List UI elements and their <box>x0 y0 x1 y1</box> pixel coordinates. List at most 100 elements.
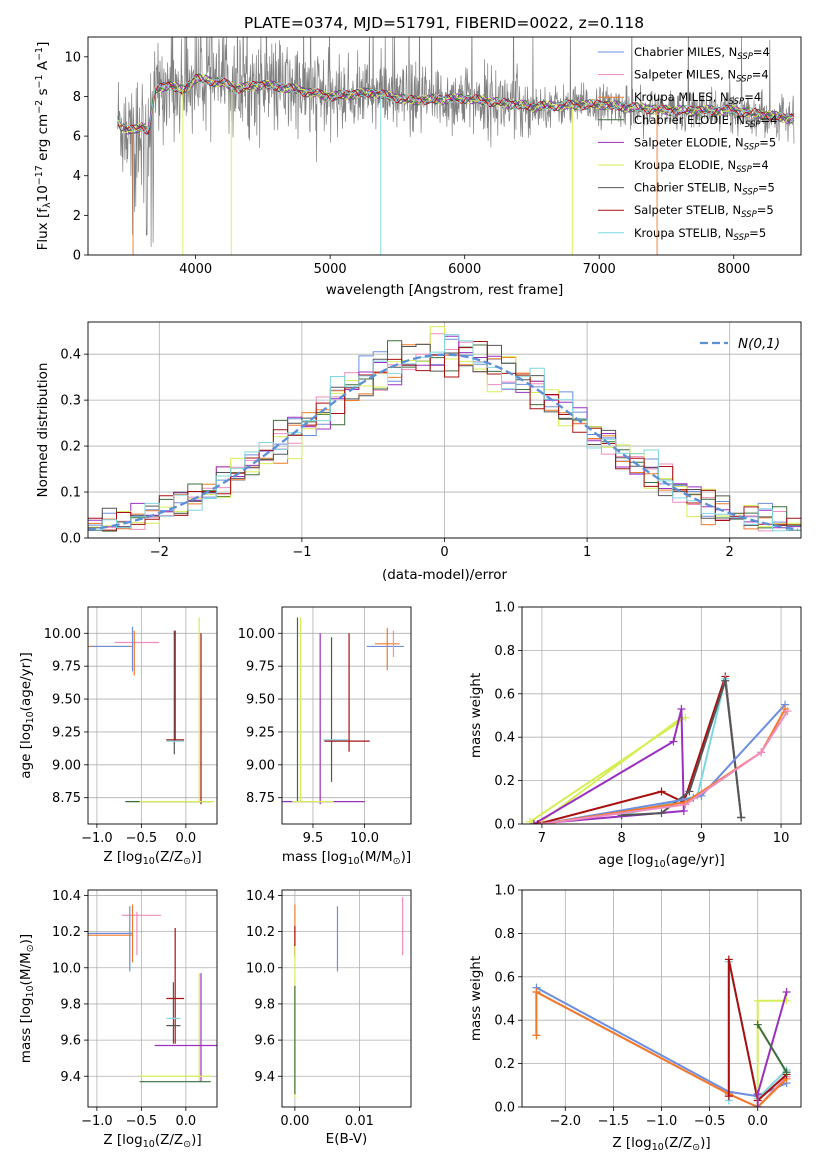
y-tick-label: 8.75 <box>246 791 275 806</box>
mass-weight-marker <box>783 707 792 716</box>
legend-nssp-value: 4 <box>754 90 761 104</box>
x-axis-label-part: )] <box>401 849 412 865</box>
legend-entry: Chabrier ELODIE, NSSP=4 <box>634 113 777 130</box>
mass-weight-marker <box>753 1020 762 1029</box>
x-tick-label: 8 <box>618 831 626 846</box>
x-axis-label-part: )] <box>191 1132 202 1148</box>
y-tick-label: 9.4 <box>60 1070 81 1085</box>
y-axis-label-part: −1 <box>34 47 45 61</box>
y-tick-label: 10.2 <box>246 925 275 940</box>
legend-sep: , <box>720 158 727 172</box>
y-tick-label: 0.0 <box>60 532 81 547</box>
y-axis-label-part: λ <box>42 202 53 208</box>
x-tick-label: 0.00 <box>280 1114 309 1129</box>
legend-entry: Kroupa MILES, NSSP=4 <box>634 90 761 107</box>
y-tick-label: 6 <box>73 130 81 145</box>
y-axis-label-part: −1 <box>34 74 45 88</box>
x-axis-label-part: )] <box>700 1135 711 1151</box>
y-tick-label: 1.0 <box>494 601 515 616</box>
legend-n: N <box>725 226 734 240</box>
mass-weight-line-salpeter-miles <box>541 710 789 824</box>
mass-weight-line-chabrier-miles <box>535 986 788 1098</box>
x-tick-label: 8000 <box>717 262 750 277</box>
x-axis-label-part: 10 <box>143 856 155 867</box>
x-axis-label-part: 10 <box>654 859 666 870</box>
y-tick-label: 8.75 <box>52 791 81 806</box>
y-axis-label-part: −2 <box>34 100 45 114</box>
legend-n-sub: SSP <box>734 233 750 243</box>
y-tick-label: 9.8 <box>254 997 275 1012</box>
mass-weight-marker <box>677 704 686 713</box>
x-tick-label: 0.0 <box>176 831 197 846</box>
legend-sep: , <box>725 203 732 217</box>
model-spectrum-chabrier-stelib <box>117 73 795 136</box>
legend-nssp-value: 4 <box>763 45 770 59</box>
legend-n: N <box>736 113 745 127</box>
x-axis-label-part: (age/yr)] <box>666 852 725 868</box>
x-axis-label-part: Z [log <box>103 1132 142 1148</box>
x-axis-label: E(B-V) <box>326 1131 368 1147</box>
legend-n-sub: SSP <box>744 142 760 152</box>
y-axis-label-part: )] <box>18 934 34 945</box>
legend-n: N <box>732 203 741 217</box>
legend-nssp-value: 4 <box>761 158 768 172</box>
y-axis-label: mass [log10(M/M⊙)] <box>18 934 36 1063</box>
y-axis-label-part: age [log <box>18 723 34 778</box>
axes-frame <box>87 606 218 825</box>
mass-vs-extinction-panel: 0.00 0.01 9.4 9.6 9.8 10.0 10.2 10.4 E(B-V) <box>246 889 412 1147</box>
y-axis-label-part: mass [log <box>18 998 34 1064</box>
y-tick-label: 10.0 <box>246 961 275 976</box>
legend-n-sub: SSP <box>745 120 761 130</box>
y-tick-label: 9.00 <box>246 758 275 773</box>
y-tick-label: 9.50 <box>246 693 275 708</box>
x-tick-label: −1.5 <box>598 1114 630 1129</box>
mass-weight-marker <box>657 809 666 818</box>
y-axis-label-part: 10 <box>35 185 51 202</box>
legend-n: N <box>735 135 744 149</box>
legend-nssp-value: 5 <box>759 226 766 240</box>
mass-weight-marker <box>533 820 542 824</box>
legend-eq: = <box>749 226 759 240</box>
mass-weight-marker <box>679 806 688 815</box>
legend-entry: Chabrier STELIB, NSSP=5 <box>634 181 775 198</box>
mass-weight-marker <box>529 820 538 824</box>
legend-name: Kroupa ELODIE <box>634 158 720 172</box>
legend-entry: N(0,1) <box>738 336 780 352</box>
residuals-panel: −2 −1 0 1 2 0.0 0.1 0.2 0.3 0.4 N(0,1) (data-model)… <box>35 321 802 583</box>
x-tick-label: 10.0 <box>350 831 379 846</box>
x-axis-label: (data-model)/error <box>382 567 508 583</box>
x-tick-label: 0.01 <box>345 1114 374 1129</box>
legend-entry: Salpeter ELODIE, NSSP=5 <box>634 135 776 152</box>
x-axis-label-part: ⊙ <box>183 856 191 867</box>
y-axis-label-part: s <box>35 88 51 99</box>
x-tick-label: −2 <box>150 545 169 560</box>
y-tick-label: 0.1 <box>60 486 81 501</box>
x-axis-label-part: (Z/Z <box>664 1135 692 1151</box>
legend-nssp-value: 4 <box>761 68 768 82</box>
x-axis-label: wavelength [Angstrom, rest frame] <box>326 282 564 298</box>
x-axis-label-part: 10 <box>652 1142 664 1153</box>
mass-weight-marker <box>757 748 766 757</box>
y-axis-label-part: 10 <box>25 985 36 997</box>
legend-eq: = <box>752 158 762 172</box>
plot-area <box>282 617 404 805</box>
figure-title: PLATE=0374, MJD=51791, FIBERID=0022, z=0… <box>244 14 644 32</box>
legend-n-sub: SSP <box>741 210 757 220</box>
legend-entry: Chabrier MILES, NSSP=4 <box>634 45 770 62</box>
legend-sep: , <box>720 68 727 82</box>
legend-name: Chabrier MILES <box>634 45 721 59</box>
legend-sep: , <box>726 181 733 195</box>
x-tick-label: 2 <box>726 545 734 560</box>
mass-weight-marker <box>657 787 666 796</box>
y-axis-label-part: Flux [f <box>35 207 51 251</box>
spectrum-panel: 4000 5000 6000 7000 8000 0 2 4 6 8 10 Chabrier MILE… <box>34 36 802 298</box>
y-tick-label: 9.75 <box>246 660 275 675</box>
x-tick-label: −0.5 <box>126 831 158 846</box>
y-tick-label: 0.4 <box>494 731 515 746</box>
y-tick-label: 0.2 <box>60 440 81 455</box>
x-tick-label: 7 <box>538 831 546 846</box>
x-axis-label-part: age [log <box>598 852 653 868</box>
x-axis-label: Z [log10(Z/Z⊙)] <box>612 1135 710 1153</box>
y-tick-label: 0.3 <box>60 394 81 409</box>
legend-n: N <box>720 90 729 104</box>
